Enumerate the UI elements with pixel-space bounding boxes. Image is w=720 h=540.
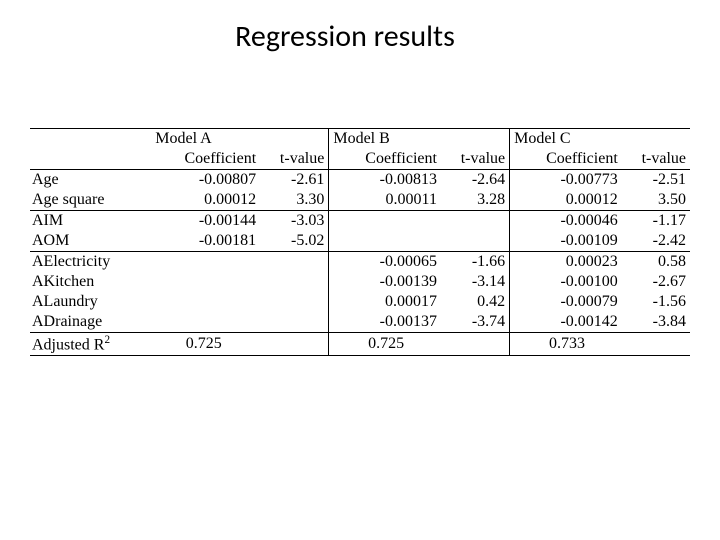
- cell-t: -2.61: [262, 170, 329, 191]
- model-c-label: Model C: [510, 129, 624, 150]
- cell-coef: -0.00142: [510, 312, 624, 333]
- cell-t: 0.42: [443, 292, 510, 312]
- table-row: Age square 0.00012 3.30 0.00011 3.28 0.0…: [30, 190, 690, 211]
- results-table: Model A Model B Model C Coefficient t-va…: [30, 128, 690, 356]
- cell-t: [262, 272, 329, 292]
- cell-t: -2.42: [624, 231, 690, 252]
- cell-coef: -0.00100: [510, 272, 624, 292]
- cell-coef: 0.00012: [151, 190, 262, 211]
- cell-t: 0.58: [624, 252, 690, 273]
- cell-coef: -0.00109: [510, 231, 624, 252]
- sub-coef-b: Coefficient: [329, 149, 443, 170]
- cell-coef: -0.00065: [329, 252, 443, 273]
- cell-t: -2.64: [443, 170, 510, 191]
- cell-coef: -0.00807: [151, 170, 262, 191]
- cell-coef: -0.00144: [151, 211, 262, 232]
- cell-coef: -0.00139: [329, 272, 443, 292]
- row-label: AIM: [30, 211, 151, 232]
- model-a-label: Model A: [151, 129, 262, 150]
- sub-t-b: t-value: [443, 149, 510, 170]
- cell-t: 3.50: [624, 190, 690, 211]
- cell-t: -2.51: [624, 170, 690, 191]
- row-label: Age: [30, 170, 151, 191]
- cell-t: -3.74: [443, 312, 510, 333]
- table-row: ADrainage -0.00137 -3.74 -0.00142 -3.84: [30, 312, 690, 333]
- cell-coef: -0.00137: [329, 312, 443, 333]
- cell-t: -3.14: [443, 272, 510, 292]
- header-models: Model A Model B Model C: [30, 129, 690, 150]
- footer-label: Adjusted R2: [30, 333, 151, 356]
- cell-coef: -0.00181: [151, 231, 262, 252]
- model-b-label: Model B: [329, 129, 443, 150]
- page-title: Regression results: [0, 18, 720, 55]
- sub-coef-a: Coefficient: [151, 149, 262, 170]
- cell-coef: -0.00079: [510, 292, 624, 312]
- row-label: ALaundry: [30, 292, 151, 312]
- cell-t: [443, 231, 510, 252]
- cell-coef: 0.00011: [329, 190, 443, 211]
- header-sub: Coefficient t-value Coefficient t-value …: [30, 149, 690, 170]
- table-row: AElectricity -0.00065 -1.66 0.00023 0.58: [30, 252, 690, 273]
- row-label: Age square: [30, 190, 151, 211]
- cell-coef: -0.00773: [510, 170, 624, 191]
- cell-t: [262, 312, 329, 333]
- cell-coef: -0.00046: [510, 211, 624, 232]
- cell-coef: [329, 211, 443, 232]
- row-label: AOM: [30, 231, 151, 252]
- cell-coef: [151, 272, 262, 292]
- cell-t: -3.03: [262, 211, 329, 232]
- cell-coef: [151, 252, 262, 273]
- cell-t: -5.02: [262, 231, 329, 252]
- table-row: Age -0.00807 -2.61 -0.00813 -2.64 -0.007…: [30, 170, 690, 191]
- page-title-text: Regression results: [235, 18, 455, 55]
- table-row: AKitchen -0.00139 -3.14 -0.00100 -2.67: [30, 272, 690, 292]
- sub-t-c: t-value: [624, 149, 690, 170]
- table-row: AIM -0.00144 -3.03 -0.00046 -1.17: [30, 211, 690, 232]
- cell-t: 3.28: [443, 190, 510, 211]
- table-row: ALaundry 0.00017 0.42 -0.00079 -1.56: [30, 292, 690, 312]
- cell-t: -1.17: [624, 211, 690, 232]
- cell-coef: [329, 231, 443, 252]
- row-label: AKitchen: [30, 272, 151, 292]
- table-row: AOM -0.00181 -5.02 -0.00109 -2.42: [30, 231, 690, 252]
- cell-t: [262, 292, 329, 312]
- cell-t: [443, 211, 510, 232]
- cell-t: 3.30: [262, 190, 329, 211]
- cell-t: -2.67: [624, 272, 690, 292]
- cell-coef: [151, 292, 262, 312]
- footer-a: 0.725: [151, 333, 262, 356]
- sub-t-a: t-value: [262, 149, 329, 170]
- cell-coef: 0.00023: [510, 252, 624, 273]
- footer-c: 0.733: [510, 333, 624, 356]
- cell-t: -1.56: [624, 292, 690, 312]
- regression-table: Model A Model B Model C Coefficient t-va…: [30, 128, 690, 356]
- row-label: AElectricity: [30, 252, 151, 273]
- cell-t: -1.66: [443, 252, 510, 273]
- cell-coef: [151, 312, 262, 333]
- cell-coef: -0.00813: [329, 170, 443, 191]
- cell-t: [262, 252, 329, 273]
- footer-row: Adjusted R2 0.725 0.725 0.733: [30, 333, 690, 356]
- cell-coef: 0.00017: [329, 292, 443, 312]
- footer-b: 0.725: [329, 333, 443, 356]
- sub-coef-c: Coefficient: [510, 149, 624, 170]
- row-label: ADrainage: [30, 312, 151, 333]
- cell-coef: 0.00012: [510, 190, 624, 211]
- cell-t: -3.84: [624, 312, 690, 333]
